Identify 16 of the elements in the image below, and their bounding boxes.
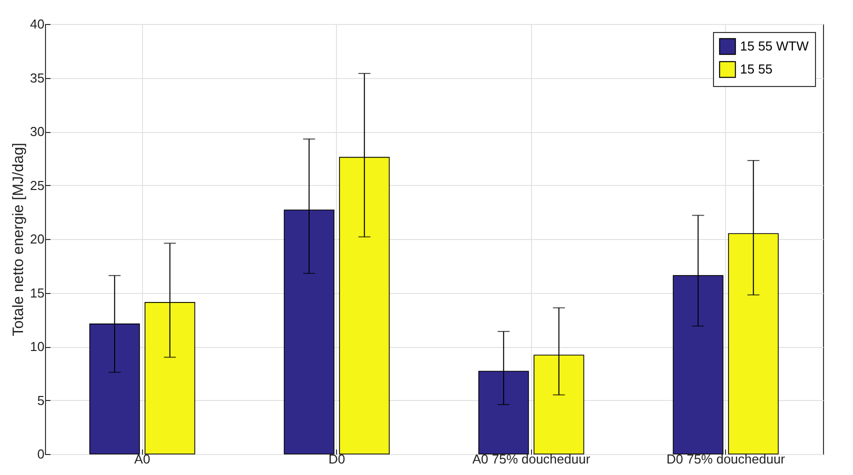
y-tick-label: 30 [30, 124, 44, 139]
y-tick-label: 25 [30, 178, 44, 193]
y-tick-label: 40 [30, 16, 44, 32]
x-tick-label: D0 75% doucheduur [666, 452, 786, 466]
y-tick-label: 15 [30, 285, 44, 300]
legend-label: 15 55 WTW [740, 38, 810, 54]
y-axis-title: Totale netto energie [MJ/dag] [10, 142, 28, 336]
x-tick-label: D0 [328, 452, 346, 466]
x-tick-label: A0 [134, 452, 150, 466]
y-tick-label: 0 [37, 446, 44, 462]
y-tick-label: 10 [30, 339, 44, 354]
y-tick-label: 35 [30, 70, 44, 86]
y-tick-label: 5 [37, 392, 44, 408]
x-tick-label: A0 75% doucheduur [472, 452, 591, 466]
y-tick-label: 20 [30, 232, 44, 246]
legend-label: 15 55 [740, 62, 773, 76]
